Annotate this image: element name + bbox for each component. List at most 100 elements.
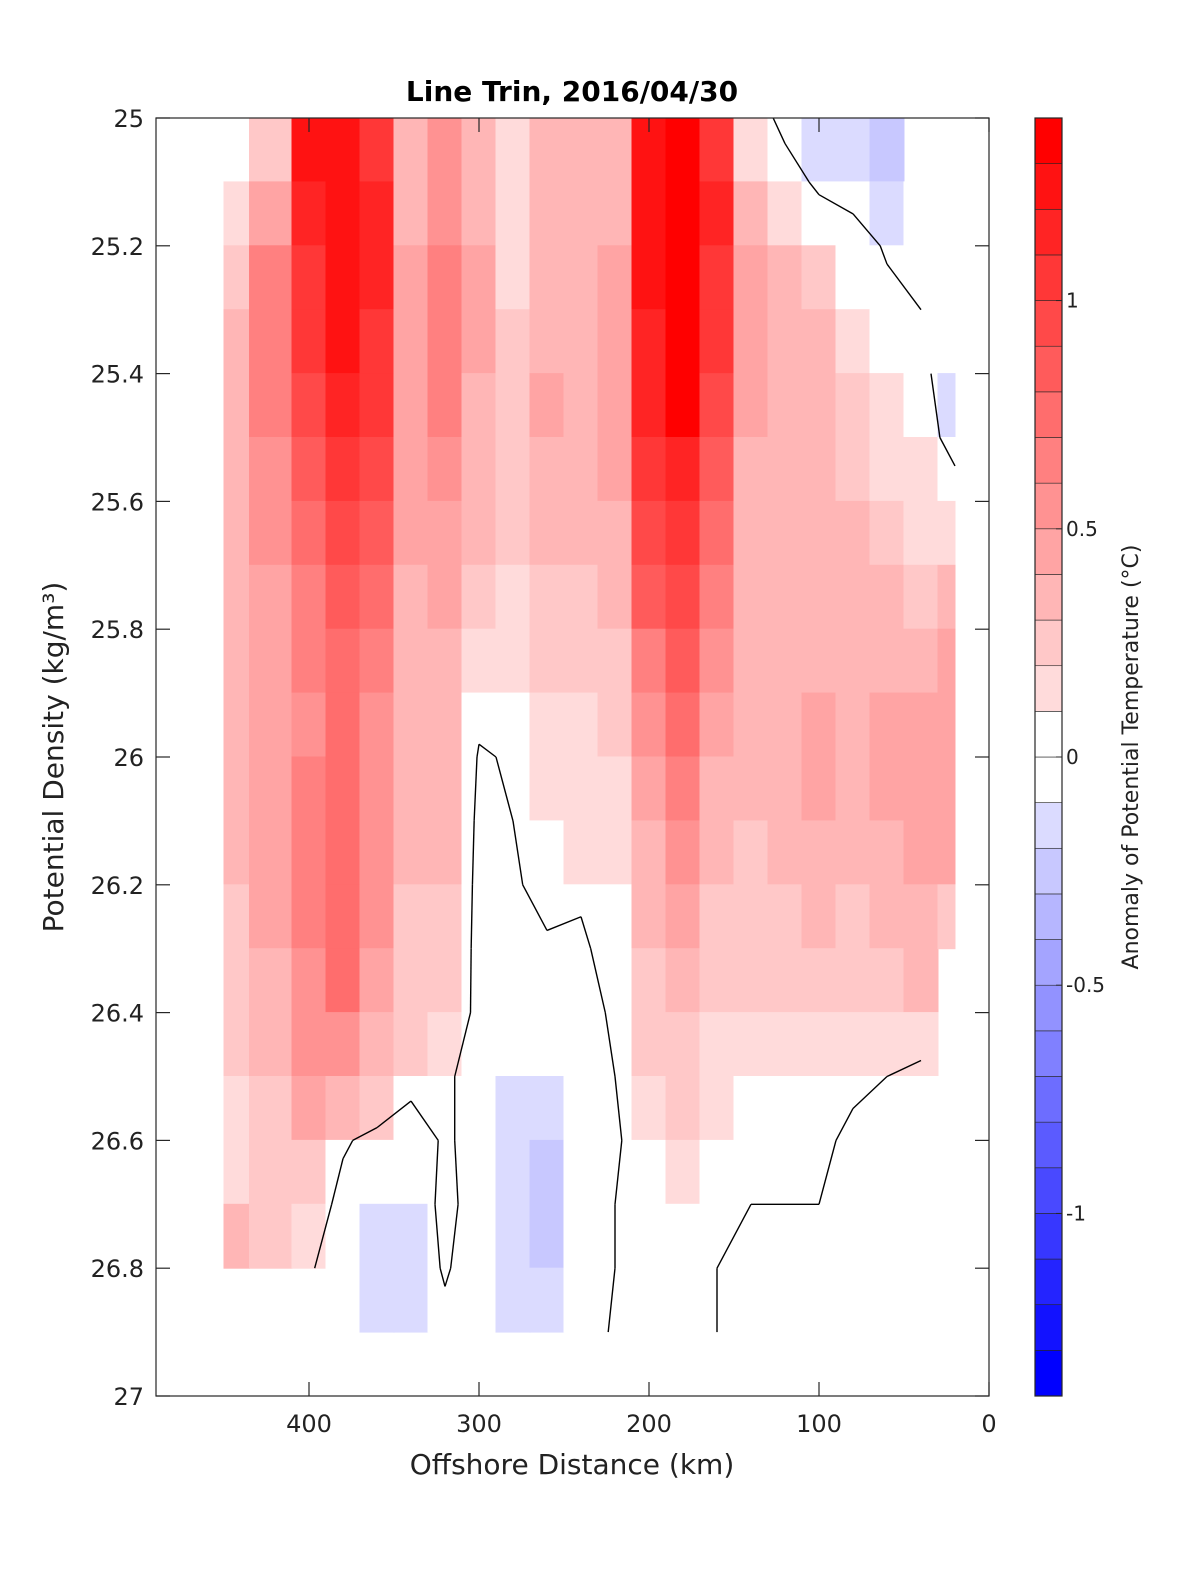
heatmap-cell — [937, 820, 956, 886]
contour-segment — [512, 820, 524, 885]
heatmap-cell — [699, 437, 735, 502]
contour-segment — [716, 1203, 752, 1269]
heatmap-cell — [393, 756, 429, 822]
heatmap-cell — [461, 1267, 497, 1333]
heatmap-cell — [869, 756, 905, 822]
contour-segment — [614, 1076, 623, 1141]
heatmap-cell — [631, 309, 667, 375]
heatmap-cell — [699, 628, 735, 694]
heatmap-cell — [359, 437, 395, 502]
contour-segment — [473, 756, 478, 821]
heatmap-cell — [733, 948, 769, 1014]
heatmap-cell — [835, 373, 871, 438]
heatmap-cell — [767, 118, 803, 183]
heatmap-cell — [461, 500, 497, 566]
y-tick-label: 26.4 — [91, 1000, 144, 1028]
x-tick-label: 100 — [796, 1410, 842, 1438]
heatmap-cell — [665, 500, 701, 566]
heatmap-cell — [835, 309, 871, 375]
heatmap-cell — [733, 118, 769, 183]
heatmap-cell — [733, 309, 769, 375]
heatmap-cell — [249, 118, 293, 183]
heatmap-cell — [733, 820, 769, 886]
heatmap-cell — [733, 373, 769, 438]
heatmap-cell — [733, 1012, 769, 1077]
heatmap-cell — [835, 118, 871, 183]
contour-segment — [313, 1204, 333, 1269]
heatmap-cell — [631, 1139, 667, 1205]
heatmap-cell — [529, 1139, 565, 1205]
heatmap-cell — [597, 884, 633, 950]
contour-segment — [342, 1140, 354, 1159]
heatmap-cell — [291, 500, 327, 566]
heatmap-cell — [249, 309, 293, 375]
heatmap-cell — [563, 500, 599, 566]
heatmap-cell — [597, 118, 633, 183]
heatmap-cell — [495, 1267, 531, 1333]
heatmap-cell — [869, 1139, 905, 1205]
heatmap-cell — [427, 118, 463, 183]
y-tick-label: 25.4 — [91, 361, 144, 389]
heatmap-cell — [529, 118, 565, 183]
heatmap-cell — [291, 884, 327, 950]
heatmap-cells — [223, 118, 956, 1333]
heatmap-cell — [359, 756, 395, 822]
heatmap-cell — [325, 564, 361, 630]
heatmap-cell — [325, 884, 361, 950]
heatmap-cell — [461, 181, 497, 247]
heatmap-cell — [801, 1267, 837, 1333]
colorbar — [1034, 117, 1063, 1397]
heatmap-cell — [597, 1076, 633, 1141]
heatmap-cell — [631, 564, 667, 630]
heatmap-cell — [249, 245, 293, 311]
contour-segment — [495, 756, 514, 822]
heatmap-cell — [325, 820, 361, 886]
heatmap-cell — [869, 1203, 905, 1269]
heatmap-cell — [393, 500, 429, 566]
zero-contour-lines — [313, 118, 956, 1333]
heatmap-cell — [529, 437, 565, 502]
y-tick-label: 25 — [113, 105, 144, 133]
heatmap-cell — [665, 1139, 701, 1205]
heatmap-cell — [291, 373, 327, 438]
contour-segment — [522, 884, 548, 931]
heatmap-cell — [393, 1267, 429, 1333]
heatmap-cell — [249, 884, 293, 950]
heatmap-cell — [869, 500, 905, 566]
heatmap-cell — [359, 1076, 395, 1141]
heatmap-cell — [249, 500, 293, 566]
heatmap-cell — [393, 884, 429, 950]
heatmap-cell — [835, 564, 871, 630]
heatmap-cell — [427, 948, 463, 1014]
heatmap-cell — [325, 1203, 361, 1269]
heatmap-cell — [631, 692, 667, 758]
heatmap-cell — [801, 692, 837, 758]
heatmap-cell — [359, 500, 395, 566]
heatmap-cell — [529, 692, 565, 758]
heatmap-cell — [563, 1203, 599, 1269]
contour-segment — [470, 884, 474, 949]
heatmap-cell — [903, 948, 939, 1014]
heatmap-cell — [597, 1012, 633, 1077]
heatmap-cell — [529, 756, 565, 822]
heatmap-cell — [597, 1267, 633, 1333]
heatmap-cell — [249, 1012, 293, 1077]
heatmap-cell — [291, 1203, 327, 1269]
heatmap-cell — [223, 564, 250, 630]
x-axis-title: Offshore Distance (km) — [410, 1448, 735, 1481]
heatmap-cell — [291, 309, 327, 375]
heatmap-cell — [665, 1012, 701, 1077]
heatmap-cell — [767, 628, 803, 694]
colorbar-band — [1034, 1167, 1063, 1214]
heatmap-cell — [835, 437, 871, 502]
heatmap-cell — [937, 692, 956, 758]
heatmap-cell — [767, 1267, 803, 1333]
heatmap-cell — [495, 1203, 531, 1269]
heatmap-cell — [359, 564, 395, 630]
colorbar-tick-label: -1 — [1066, 1201, 1086, 1225]
colorbar-tick-label: 0 — [1066, 745, 1079, 769]
colorbar-band — [1034, 756, 1063, 803]
contour-segment — [449, 1204, 459, 1269]
heatmap-cell — [427, 181, 463, 247]
heatmap-cell — [359, 118, 395, 183]
